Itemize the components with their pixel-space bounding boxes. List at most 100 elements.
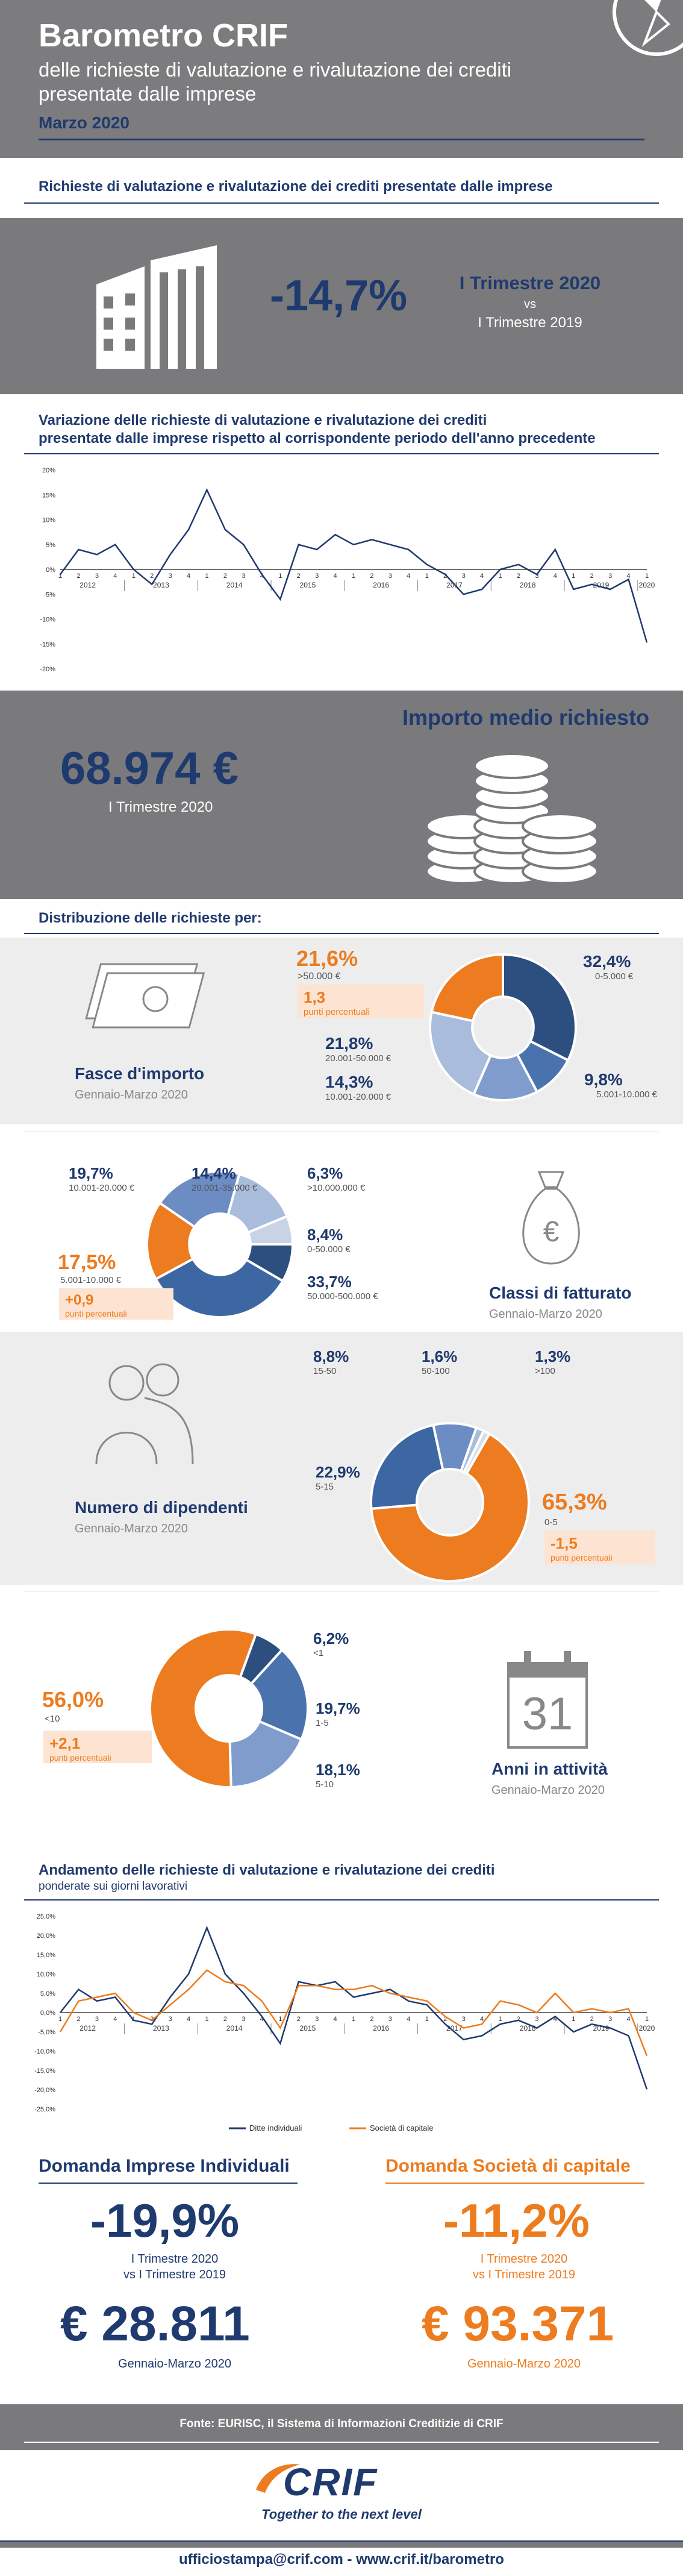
donut-slice [146,1201,196,1281]
y-tick-label: -5,0% [38,2029,55,2036]
x-tick-label: 2 [76,572,80,580]
year-label: 2016 [373,581,389,589]
x-tick-label: 3 [535,2016,538,2023]
y-tick-label: -25,0% [34,2106,55,2113]
fasce-period: Gennaio-Marzo 2020 [75,1088,188,1102]
fasce-item-2: 14,3% 10.001-20.000 € [325,1073,391,1102]
footer-top-rule [24,2442,659,2443]
x-tick-label: 2 [297,572,301,580]
domanda-left-value: -19,9% [90,2194,240,2247]
x-tick-label: 3 [535,572,538,580]
x-tick-label: 4 [260,572,264,580]
header-subtitle: delle richieste di valutazione e rivalut… [39,58,512,105]
footer-bottom-rule [0,2540,683,2542]
dipendenti-item-3-label: 5-15 [316,1482,334,1492]
x-tick-label: 1 [498,572,502,580]
x-tick-label: 3 [315,2016,319,2023]
x-tick-label: 4 [627,2016,631,2023]
x-tick-label: 4 [113,572,117,580]
domanda-right-amount-period: Gennaio-Marzo 2020 [467,2357,581,2371]
x-tick-label: 2 [590,2016,594,2023]
x-tick-label: 1 [278,2016,282,2023]
fasce-title: Fasce d'importo [75,1064,205,1083]
series-line [59,1969,648,2057]
fatturato-item-0: 19,7% 10.001-20.000 € [69,1164,134,1193]
anni-item-2-value: 18,1% [316,1761,360,1779]
dipendenti-item-0: 8,8% 15-50 [313,1347,349,1376]
y-tick-label: -20,0% [34,2087,55,2094]
x-tick-label: 4 [187,2016,190,2023]
donut-slice [246,1214,295,1246]
compass-icon [613,0,683,56]
y-tick-label: -10,0% [34,2048,55,2055]
x-tick-label: 4 [334,2016,337,2023]
anni-chip-value: +2,1 [49,1734,81,1752]
x-tick-label: 4 [407,572,410,580]
x-tick-label: 2 [590,572,594,580]
dipendenti-item-2-value: 1,3% [535,1347,571,1365]
fasce-item-2-value: 14,3% [325,1073,373,1091]
footer-contacts[interactable]: ufficiostampa@crif.com - www.crif.it/bar… [0,2548,683,2576]
anni-chip-label: punti percentuali [49,1753,111,1763]
fatturato-item-3-label: 0-50.000 € [307,1244,351,1255]
y-tick-label: -10% [40,616,55,624]
x-tick-label: 2 [76,2016,80,2023]
x-tick-label: 1 [352,2016,355,2023]
fatturato-item-0-label: 10.001-20.000 € [69,1183,135,1193]
crif-tagline: Together to the next level [261,2507,422,2522]
domanda-left-period-b: vs I Trimestre 2019 [123,2268,226,2281]
fasce-item-0-value: 32,4% [583,952,631,971]
x-tick-label: 1 [205,572,208,580]
y-tick-label: 0,0% [40,2010,55,2017]
chart2-heading-1: Andamento delle richieste di valutazione… [39,1862,495,1878]
fasce-highlight-value: 21,6% [296,946,358,971]
year-label: 2013 [153,2024,169,2032]
header-date: Marzo 2020 [39,113,129,132]
section1-vs: vs [524,298,536,311]
x-tick-label: 1 [425,572,429,580]
x-tick-label: 4 [627,572,631,580]
donut-slice [502,953,577,1062]
chart2-heading-2: ponderate sui giorni lavorativi [39,1880,188,1893]
year-label: 2018 [520,2024,536,2032]
dipendenti-item-2: 1,3% >100 [535,1347,570,1376]
x-tick-label: 2 [150,2016,154,2023]
donut-slice [249,1648,309,1741]
section1-period-a: I Trimestre 2020 [459,272,601,293]
x-tick-label: 2 [370,572,373,580]
dipendenti-item-2-label: >100 [535,1366,555,1376]
y-tick-label: -15% [40,641,55,648]
chart2-rule [24,1899,659,1901]
x-tick-label: 4 [480,2016,484,2023]
fasce-item-0-label: 0-5.000 € [595,971,634,982]
fatturato-item-3-value: 8,4% [307,1226,343,1244]
x-tick-label: 1 [352,572,355,580]
anni-donut [149,1628,309,1789]
x-tick-label: 1 [572,572,575,580]
x-tick-label: 1 [498,2016,502,2023]
fasce-donut [429,953,577,1102]
dipendenti-chip-value: -1,5 [550,1534,578,1552]
x-tick-label: 3 [95,572,99,580]
y-tick-label: 15% [42,492,55,499]
year-label: 2017 [446,2024,463,2032]
dipendenti-item-0-value: 8,8% [313,1347,349,1365]
section1-period-b: I Trimestre 2019 [478,315,582,331]
crif-logo: CRIF [283,2460,378,2504]
x-tick-label: 1 [58,572,62,580]
x-tick-label: 3 [315,572,319,580]
chart1-line-chart: 20% 15% 10% 5% 0% -5% -10% -15% -20% 1 2 3 4 1 2 3 4 1 2 3 4… [40,467,655,673]
domanda-right-value: -11,2% [443,2194,590,2247]
x-tick-label: 3 [608,572,612,580]
fatturato-item-1-label: 20.001-35.000 € [192,1183,258,1193]
x-tick-label: 3 [242,572,245,580]
buildings-icon [96,245,217,369]
year-label: 2013 [153,581,169,589]
x-tick-label: 3 [462,2016,466,2023]
header-band: Barometro CRIF delle richieste di valuta… [0,0,683,158]
x-tick-label: 3 [242,2016,245,2023]
year-label: 2015 [300,581,316,589]
importo-value: 68.974 € [60,743,239,794]
people-icon [95,1363,194,1465]
x-tick-label: 1 [645,572,649,580]
